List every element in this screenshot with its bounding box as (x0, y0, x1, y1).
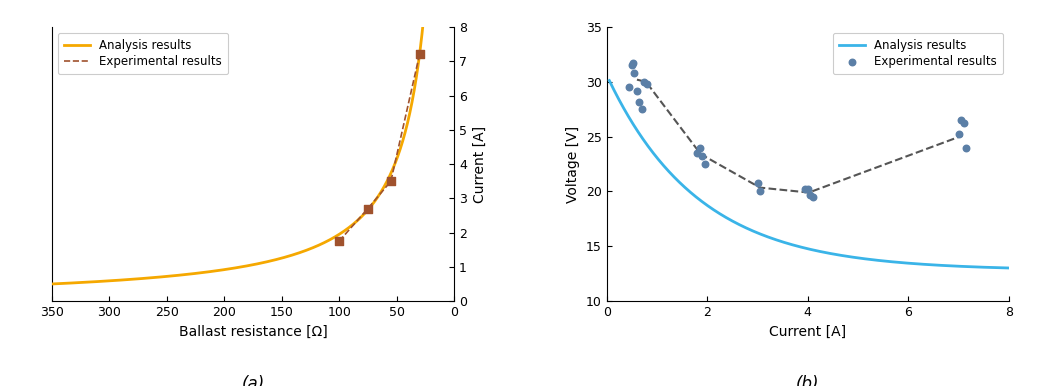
Experimental results (688, 150, 705, 156)
Point (383, 178, 399, 184)
Analysis results (764, 236, 777, 240)
Experimental results (333, 239, 345, 244)
Analysis results (914, 262, 927, 266)
Experimental results (692, 144, 708, 151)
Analysis results (40, 282, 52, 286)
Analysis results (258, 260, 270, 265)
Experimental results (626, 70, 643, 76)
Experimental results (800, 186, 816, 192)
Analysis results (248, 262, 260, 267)
X-axis label: Ballast resistance [Ω]: Ballast resistance [Ω] (179, 325, 328, 339)
Y-axis label: Voltage [V]: Voltage [V] (567, 125, 580, 203)
Line: Experimental results: Experimental results (339, 54, 419, 241)
Experimental results (621, 84, 638, 90)
Experimental results (951, 131, 967, 137)
Experimental results (697, 161, 713, 167)
Analysis results (126, 277, 138, 282)
Point (411, 51, 427, 58)
Experimental results (633, 106, 650, 112)
Analysis results (1003, 266, 1015, 270)
Experimental results (385, 179, 397, 183)
Experimental results (694, 153, 710, 159)
Experimental results (639, 81, 655, 87)
Legend: Analysis results, Experimental results: Analysis results, Experimental results (833, 33, 1003, 74)
Experimental results (805, 194, 822, 200)
Point (360, 205, 376, 212)
Analysis results (644, 147, 656, 151)
Experimental results (802, 192, 818, 198)
Analysis results (779, 240, 791, 245)
Experimental results (631, 98, 648, 105)
Analysis results (52, 281, 64, 286)
Analysis results (52, 281, 64, 286)
Point (331, 238, 347, 244)
Experimental results (624, 62, 641, 68)
Analysis results (921, 262, 934, 267)
Analysis results (603, 78, 616, 83)
X-axis label: Current [A]: Current [A] (770, 325, 847, 339)
Experimental results (958, 144, 974, 151)
Title: (a): (a) (241, 375, 264, 386)
Experimental results (636, 79, 653, 85)
Experimental results (625, 60, 642, 66)
Y-axis label: Current [A]: Current [A] (472, 125, 487, 203)
Title: (b): (b) (796, 375, 820, 386)
Experimental results (628, 88, 645, 94)
Experimental results (953, 117, 969, 123)
Experimental results (413, 52, 425, 57)
Line: Analysis results: Analysis results (609, 81, 1009, 268)
Experimental results (797, 186, 813, 192)
Experimental results (956, 120, 972, 127)
Experimental results (362, 206, 374, 211)
Line: Analysis results: Analysis results (46, 0, 449, 284)
Legend: Analysis results, Experimental results: Analysis results, Experimental results (58, 33, 228, 74)
Experimental results (749, 179, 765, 186)
Analysis results (878, 259, 890, 263)
Experimental results (752, 188, 769, 195)
